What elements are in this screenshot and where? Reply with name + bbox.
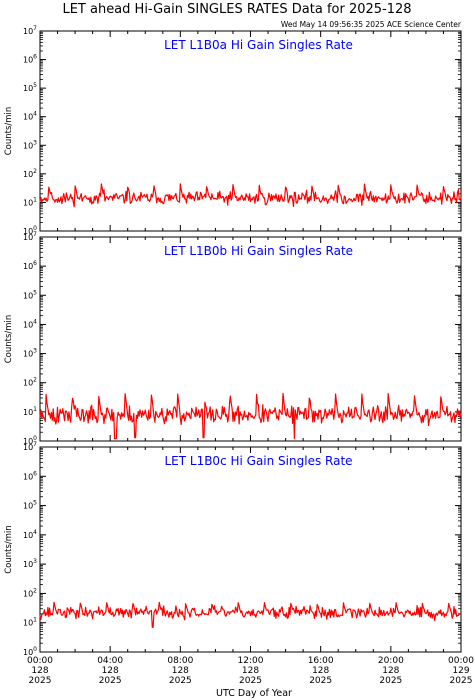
y-tick-exponent: 1 bbox=[33, 406, 37, 413]
x-tick-day: 128 bbox=[242, 666, 259, 676]
y-tick-label: 105 bbox=[23, 82, 37, 93]
x-tick-year: 2025 bbox=[29, 676, 52, 686]
y-tick-exponent: 2 bbox=[33, 587, 37, 594]
y-tick-label: 104 bbox=[23, 529, 37, 540]
y-tick-exponent: 4 bbox=[33, 529, 37, 536]
y-tick-exponent: 4 bbox=[33, 111, 37, 118]
data-series-line bbox=[39, 183, 462, 208]
y-tick-exponent: 2 bbox=[33, 377, 37, 384]
x-tick-year: 2025 bbox=[169, 676, 192, 686]
y-tick-exponent: 0 bbox=[33, 225, 37, 232]
y-tick-exponent: 2 bbox=[33, 168, 37, 175]
y-axis-label: Counts/min bbox=[4, 315, 14, 364]
y-tick-exponent: 0 bbox=[33, 435, 37, 442]
y-tick-label: 102 bbox=[23, 587, 37, 598]
x-tick-time: 00:00 bbox=[27, 656, 53, 666]
x-tick-time: 00:00 bbox=[448, 656, 474, 666]
x-tick-time: 16:00 bbox=[308, 656, 334, 666]
y-tick-label: 107 bbox=[23, 231, 37, 242]
data-series-line bbox=[39, 392, 462, 440]
x-tick-year: 2025 bbox=[379, 676, 402, 686]
y-tick-exponent: 7 bbox=[33, 25, 37, 32]
x-axis-label: UTC Day of Year bbox=[216, 688, 292, 699]
y-tick-exponent: 1 bbox=[33, 196, 37, 203]
x-tick-day: 128 bbox=[172, 666, 189, 676]
y-tick-label: 100 bbox=[23, 225, 37, 236]
y-tick-exponent: 4 bbox=[33, 318, 37, 325]
y-axis-label: Counts/min bbox=[4, 525, 14, 574]
x-tick-year: 2025 bbox=[309, 676, 332, 686]
x-tick-label: 20:00 128 2025 bbox=[378, 656, 404, 686]
y-tick-exponent: 6 bbox=[33, 54, 37, 61]
x-tick-label: 04:00 128 2025 bbox=[97, 656, 123, 686]
y-tick-exponent: 1 bbox=[33, 617, 37, 624]
y-tick-label: 103 bbox=[23, 558, 37, 569]
x-tick-label: 08:00 128 2025 bbox=[167, 656, 193, 686]
y-tick-label: 107 bbox=[23, 25, 37, 36]
x-tick-label: 12:00 128 2025 bbox=[238, 656, 264, 686]
x-tick-time: 12:00 bbox=[238, 656, 264, 666]
y-tick-label: 104 bbox=[23, 111, 37, 122]
y-tick-label: 103 bbox=[23, 348, 37, 359]
y-tick-exponent: 7 bbox=[33, 441, 37, 448]
panel-title: LET L1B0b Hi Gain Singles Rate bbox=[164, 244, 353, 258]
x-tick-day: 128 bbox=[382, 666, 399, 676]
y-tick-exponent: 6 bbox=[33, 470, 37, 477]
y-tick-exponent: 5 bbox=[33, 82, 37, 89]
timestamp: Wed May 14 09:56:35 2025 ACE Science Cen… bbox=[281, 20, 462, 29]
x-tick-day: 128 bbox=[312, 666, 329, 676]
y-tick-label: 100 bbox=[23, 435, 37, 446]
y-tick-label: 101 bbox=[23, 617, 37, 628]
figure-title: LET ahead Hi-Gain SINGLES RATES Data for… bbox=[62, 2, 411, 17]
y-tick-exponent: 0 bbox=[33, 646, 37, 653]
x-tick-time: 08:00 bbox=[167, 656, 193, 666]
y-tick-label: 102 bbox=[23, 377, 37, 388]
panel-title: LET L1B0a Hi Gain Singles Rate bbox=[164, 38, 353, 52]
y-tick-label: 103 bbox=[23, 139, 37, 150]
y-tick-label: 106 bbox=[23, 470, 37, 481]
data-series-line bbox=[39, 601, 462, 628]
x-tick-time: 20:00 bbox=[378, 656, 404, 666]
y-tick-exponent: 5 bbox=[33, 500, 37, 507]
y-tick-label: 107 bbox=[23, 441, 37, 452]
x-tick-year: 2025 bbox=[450, 676, 473, 686]
y-tick-label: 101 bbox=[23, 196, 37, 207]
y-tick-label: 100 bbox=[23, 646, 37, 657]
y-axis-label: Counts/min bbox=[4, 107, 14, 156]
y-tick-label: 102 bbox=[23, 168, 37, 179]
y-tick-label: 106 bbox=[23, 260, 37, 271]
y-tick-label: 105 bbox=[23, 289, 37, 300]
y-tick-label: 106 bbox=[23, 54, 37, 65]
y-tick-label: 101 bbox=[23, 406, 37, 417]
y-tick-exponent: 3 bbox=[33, 348, 37, 355]
x-tick-label: 00:00 129 2025 bbox=[448, 656, 474, 686]
panel-title: LET L1B0c Hi Gain Singles Rate bbox=[164, 454, 352, 468]
y-tick-exponent: 5 bbox=[33, 289, 37, 296]
y-tick-exponent: 3 bbox=[33, 558, 37, 565]
x-tick-label: 00:00 128 2025 bbox=[27, 656, 53, 686]
x-tick-year: 2025 bbox=[99, 676, 122, 686]
y-tick-exponent: 7 bbox=[33, 231, 37, 238]
x-tick-label: 16:00 128 2025 bbox=[308, 656, 334, 686]
x-tick-year: 2025 bbox=[239, 676, 262, 686]
x-tick-day: 128 bbox=[31, 666, 48, 676]
y-tick-exponent: 3 bbox=[33, 139, 37, 146]
x-tick-time: 04:00 bbox=[97, 656, 123, 666]
y-tick-exponent: 6 bbox=[33, 260, 37, 267]
x-tick-day: 128 bbox=[102, 666, 119, 676]
x-tick-day: 129 bbox=[452, 666, 469, 676]
y-tick-label: 105 bbox=[23, 500, 37, 511]
y-tick-label: 104 bbox=[23, 318, 37, 329]
